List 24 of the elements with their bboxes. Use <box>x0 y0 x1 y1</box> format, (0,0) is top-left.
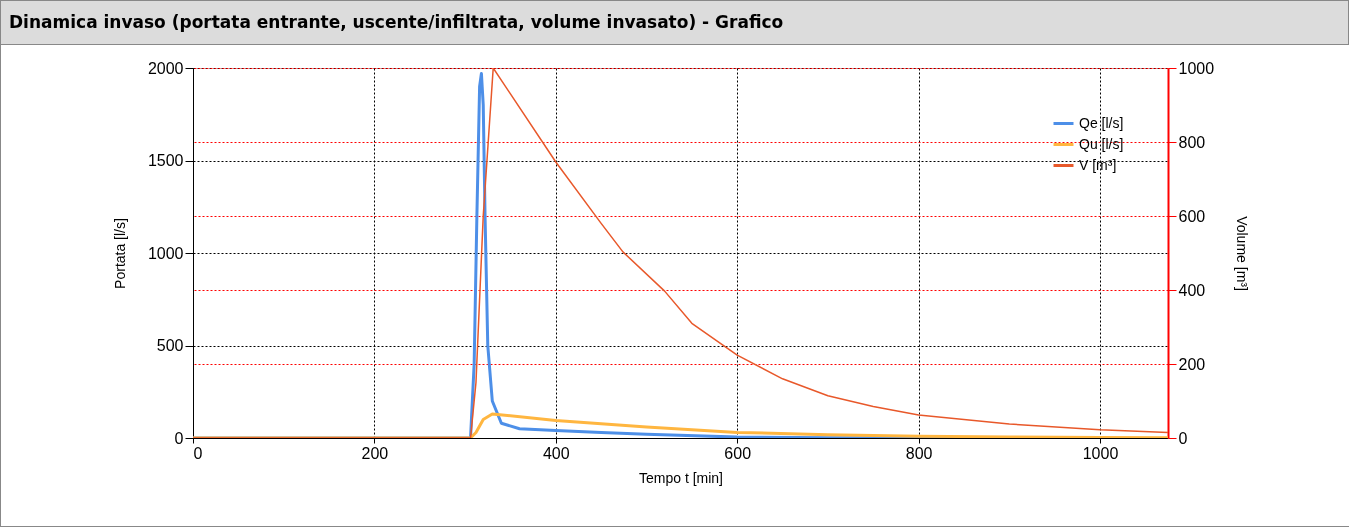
y-axis-title: Portata [l/s] <box>111 218 128 289</box>
y2-axis-title: Volume [m³] <box>1234 216 1251 291</box>
legend-label: V [m³] <box>1079 156 1117 173</box>
y2-tick-label: 800 <box>1178 133 1206 151</box>
y2-tick-label: 200 <box>1178 355 1206 373</box>
x-tick-label: 0 <box>193 444 203 462</box>
legend-label: Qu [l/s] <box>1079 135 1124 152</box>
y2-tick-label: 1000 <box>1178 59 1215 77</box>
y-tick-label: 2000 <box>147 59 184 77</box>
y-tick-label: 1500 <box>147 152 184 169</box>
x-axis-title: Tempo t [min] <box>638 469 724 486</box>
x-tick-label: 200 <box>361 444 389 462</box>
x-tick-label: 1000 <box>1082 444 1119 462</box>
y2-tick-label: 400 <box>1178 281 1206 299</box>
y-tick-label: 0 <box>174 429 184 447</box>
x-tick-label: 400 <box>542 444 570 462</box>
y-tick-label: 500 <box>156 337 184 354</box>
y2-tick-label: 0 <box>1178 429 1188 447</box>
legend-label: Qe [l/s] <box>1079 114 1124 131</box>
x-tick-label: 600 <box>724 444 752 462</box>
x-tick-label: 800 <box>905 444 933 462</box>
y-tick-label: 1000 <box>147 244 184 262</box>
chart-title: Dinamica invaso (portata entrante, uscente/infiltrata, volume invasato) - Grafico <box>0 0 1349 45</box>
y2-tick-label: 600 <box>1178 207 1206 225</box>
